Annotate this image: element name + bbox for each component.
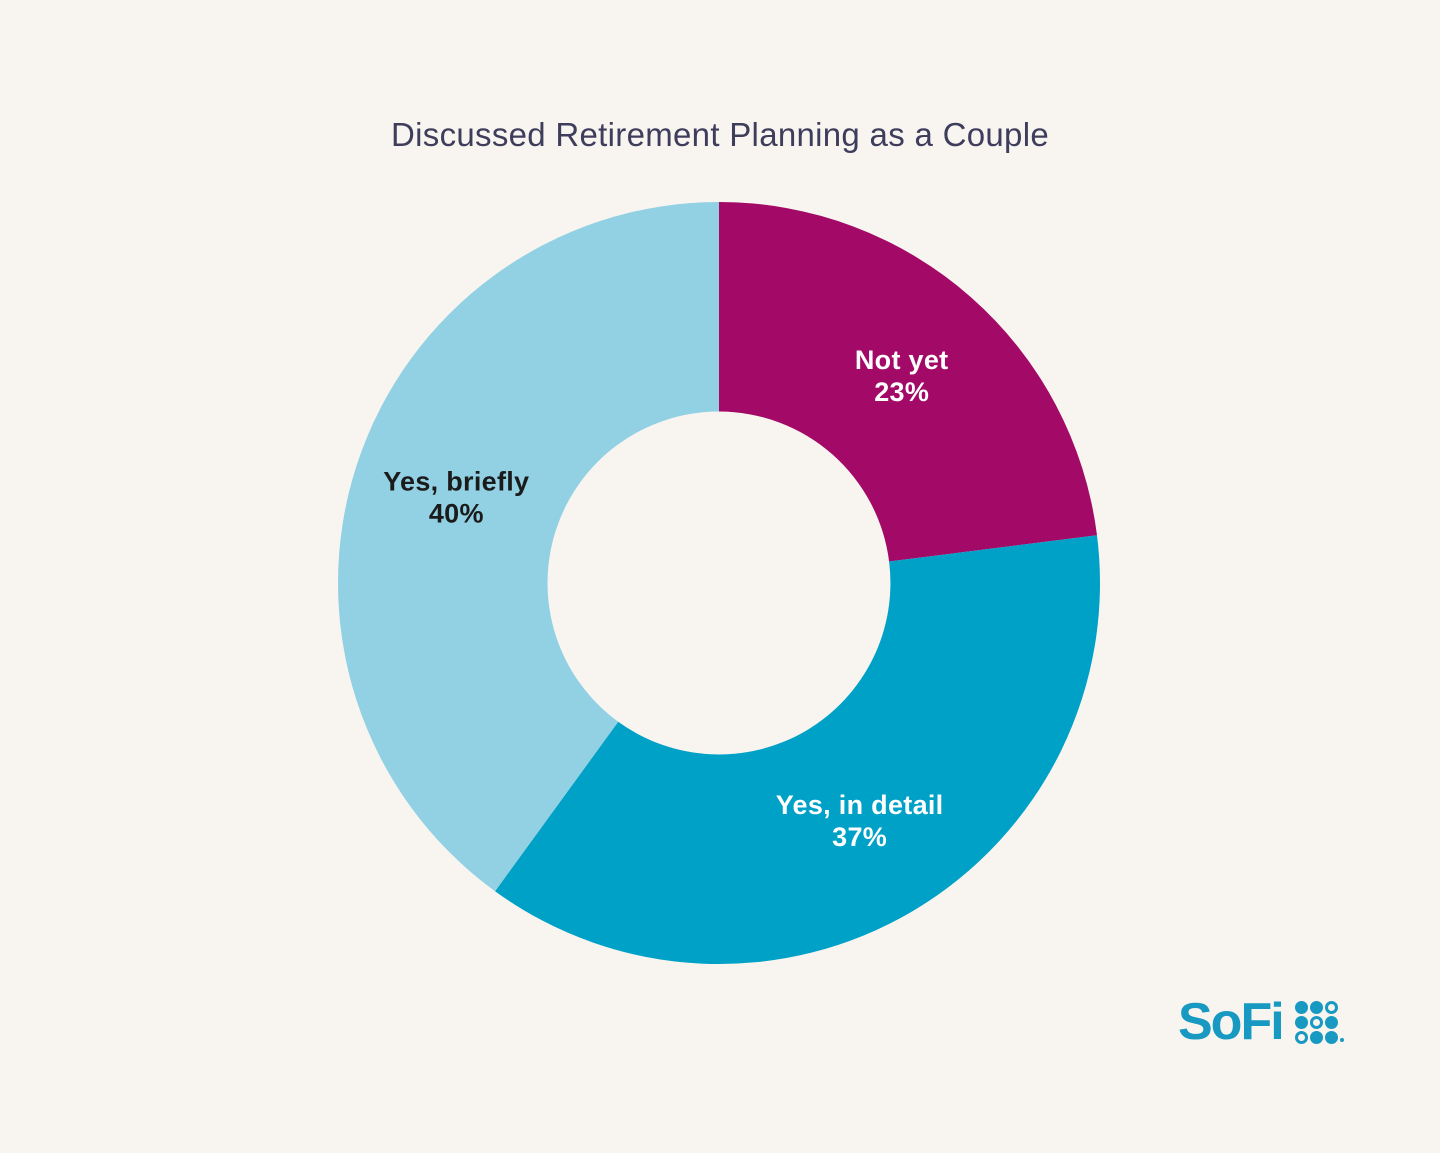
logo-dot-filled [1324,1030,1338,1044]
chart-title: Discussed Retirement Planning as a Coupl… [391,116,1049,153]
slice-label-yes-briefly: Yes, briefly 40% [383,467,529,529]
logo-dot-outline [1294,1030,1308,1044]
logo-dot-filled [1294,1015,1308,1029]
slice-label-yes-in-detail: Yes, in detail 37% [776,790,944,852]
donut-slice-not-yet [719,202,1097,562]
sofi-logo-text: SoFi [1178,993,1285,1051]
trademark-dot [1339,1038,1344,1042]
logo-dot-filled [1309,1030,1323,1044]
sofi-logo: SoFi [1178,996,1344,1048]
logo-dot-filled [1324,1015,1338,1029]
donut-slice-yes-in-detail [495,535,1101,964]
logo-dot-filled [1309,1000,1323,1014]
logo-dot-filled [1294,1000,1308,1014]
logo-dot-outline [1324,1000,1338,1014]
donut-slice-yes-briefly [338,202,719,892]
logo-dot-outline [1309,1015,1323,1029]
slice-label-not-yet: Not yet 23% [855,345,949,407]
sofi-logo-mark [1294,1000,1338,1044]
